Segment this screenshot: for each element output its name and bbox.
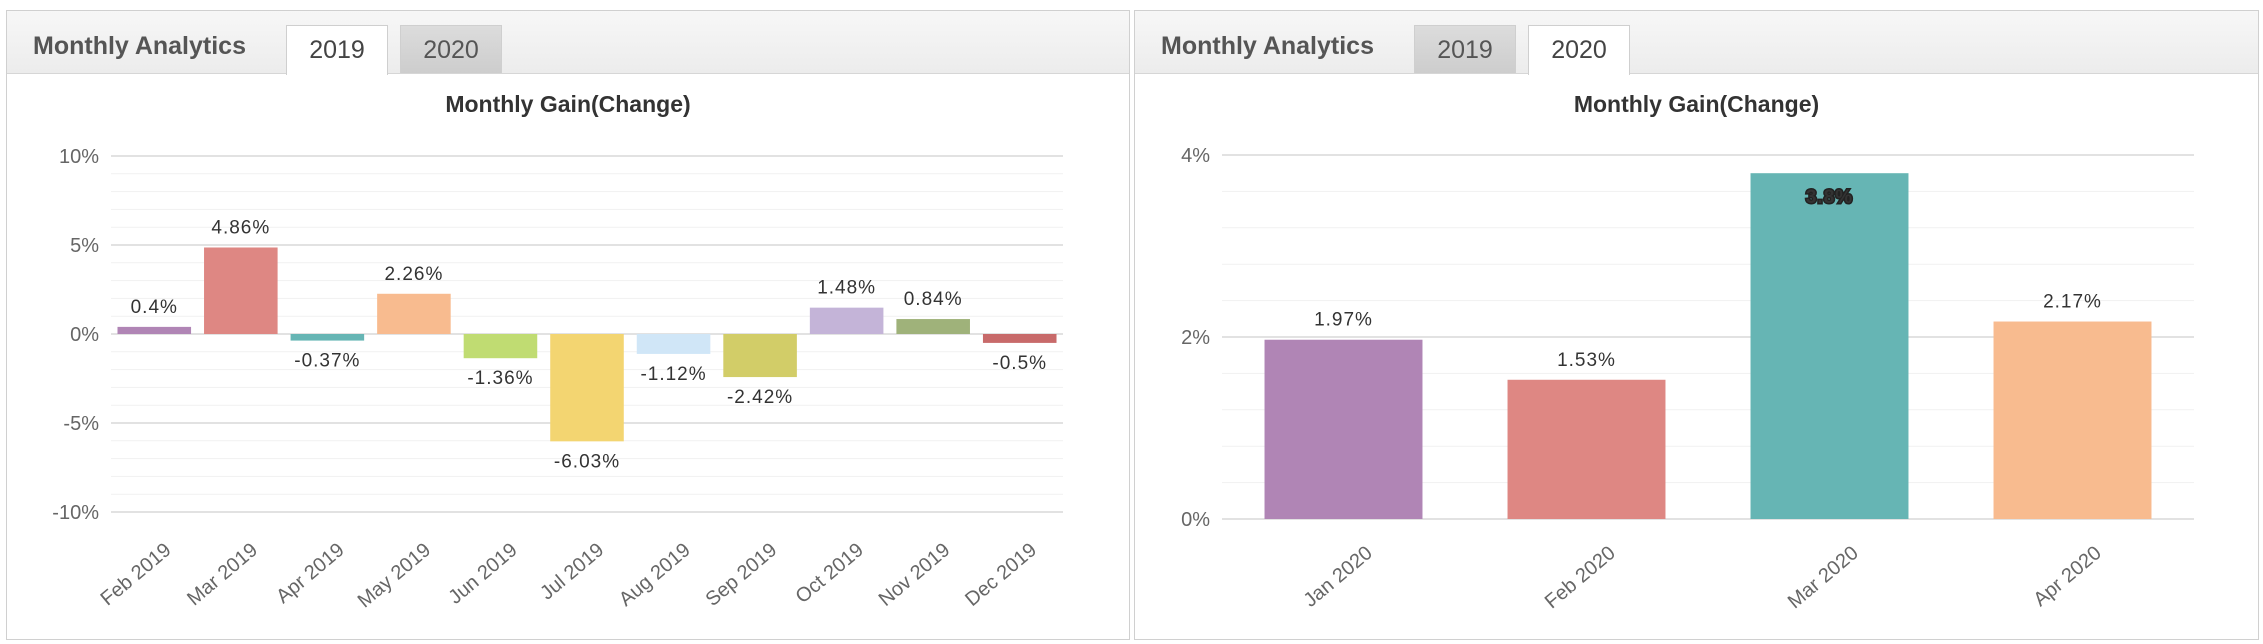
y-tick-label: 10% xyxy=(59,146,99,168)
data-label: 0.84% xyxy=(904,289,963,310)
y-tick-label: 0% xyxy=(70,324,99,346)
bar xyxy=(1993,321,2152,519)
monthly-gain-chart-2020: 4% 2% 0% 1.97% Jan 2020 1.53% Feb 2020 3.8% Mar … xyxy=(1181,145,2194,613)
bar xyxy=(723,334,797,378)
bar xyxy=(1750,173,1909,519)
x-tick-label: Aug 2019 xyxy=(615,539,695,611)
x-tick-label: Dec 2019 xyxy=(961,539,1041,611)
panel-title: Monthly Analytics xyxy=(33,32,246,60)
bar xyxy=(1264,339,1423,519)
panel-header: Monthly Analytics 2019 2020 xyxy=(1135,11,2258,75)
bar xyxy=(117,326,192,334)
analytics-panel-2019: Monthly Analytics 2019 2020 Monthly Gain… xyxy=(6,10,1130,640)
panel-header: Monthly Analytics 2019 2020 xyxy=(7,11,1129,75)
data-label: -1.12% xyxy=(640,364,706,385)
bar xyxy=(463,334,538,359)
data-label: 2.17% xyxy=(2043,292,2102,313)
data-label: -0.5% xyxy=(992,353,1047,374)
x-tick-label: Mar 2019 xyxy=(183,539,262,610)
y-tick-label: -10% xyxy=(52,502,99,524)
bar xyxy=(377,293,451,334)
data-label: -6.03% xyxy=(554,451,620,472)
monthly-gain-chart-2019: 10% 5% 0% -5% -10% 0.4% Feb 2019 4.86% Mar 2019 -… xyxy=(52,146,1063,612)
tab-2020[interactable]: 2020 xyxy=(400,25,502,73)
x-tick-label: Apr 2020 xyxy=(2029,542,2105,611)
x-tick-label: Oct 2019 xyxy=(792,539,868,608)
x-tick-label: Feb 2020 xyxy=(1541,542,1620,613)
data-label: -0.37% xyxy=(294,351,360,372)
x-tick-label: Feb 2019 xyxy=(97,539,176,610)
analytics-panel-2020: Monthly Analytics 2019 2020 Monthly Gain… xyxy=(1134,10,2259,640)
bar xyxy=(809,307,884,334)
data-label: 2.26% xyxy=(384,264,443,285)
bar xyxy=(290,334,365,341)
data-label: -1.36% xyxy=(467,368,533,389)
y-tick-label: 4% xyxy=(1181,145,1210,167)
tab-2020[interactable]: 2020 xyxy=(1528,25,1630,75)
y-tick-label: 5% xyxy=(70,235,99,257)
x-tick-label: Sep 2019 xyxy=(702,539,782,611)
panel-title: Monthly Analytics xyxy=(1161,32,1374,60)
chart-title: Monthly Gain(Change) xyxy=(445,91,691,117)
bar xyxy=(204,247,278,334)
bar xyxy=(550,334,624,442)
x-tick-label: Jul 2019 xyxy=(536,539,608,604)
bar xyxy=(636,334,711,354)
x-tick-label: Mar 2020 xyxy=(1784,542,1863,613)
y-tick-label: -5% xyxy=(63,413,99,435)
x-tick-label: Nov 2019 xyxy=(875,539,955,611)
x-tick-label: Apr 2019 xyxy=(272,539,348,608)
bar xyxy=(982,334,1057,343)
data-label: 0.4% xyxy=(131,297,178,318)
data-label: -2.42% xyxy=(727,387,793,408)
data-label: 1.48% xyxy=(817,278,876,299)
tab-2019[interactable]: 2019 xyxy=(286,25,388,75)
y-tick-label: 2% xyxy=(1181,327,1210,349)
chart-title: Monthly Gain(Change) xyxy=(1573,91,1820,117)
x-tick-label: Jun 2019 xyxy=(444,539,521,609)
x-tick-label: May 2019 xyxy=(354,539,435,612)
bar xyxy=(1507,379,1666,519)
x-tick-label: Jan 2020 xyxy=(1300,542,1377,612)
data-label: 4.86% xyxy=(211,217,270,238)
y-tick-label: 0% xyxy=(1181,509,1210,531)
data-label: 1.97% xyxy=(1314,310,1373,331)
tab-2019[interactable]: 2019 xyxy=(1414,25,1516,73)
bar xyxy=(896,319,970,334)
data-label: 3.8% xyxy=(1806,187,1853,208)
data-label: 1.53% xyxy=(1557,350,1616,371)
